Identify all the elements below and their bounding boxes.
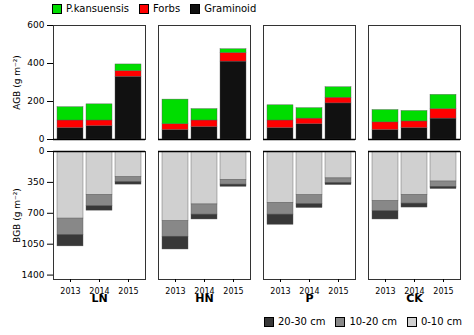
svg-text:2015: 2015 [433,287,453,296]
svg-text:2015: 2015 [328,287,348,296]
svg-text:2013: 2013 [375,287,395,296]
svg-text:LN: LN [91,292,107,305]
svg-text:2015: 2015 [223,287,243,296]
svg-text:400: 400 [27,58,44,68]
svg-text:AGB (g m⁻²): AGB (g m⁻²) [12,55,22,110]
html-text:0-10 cm: 0-10 cm [420,316,462,327]
svg-text:350: 350 [27,177,44,187]
svg-text:0: 0 [39,146,45,156]
svg-text:2013: 2013 [60,287,80,296]
svg-text:HN: HN [195,292,213,305]
svg-text:200: 200 [27,96,44,106]
html-text:10-20 cm: 10-20 cm [349,316,397,327]
svg-text:P: P [305,292,313,305]
html-text:Graminoid: Graminoid [204,3,257,14]
svg-text:2013: 2013 [165,287,185,296]
html-text:Forbs: Forbs [153,3,181,14]
svg-text:BGB (g m⁻²): BGB (g m⁻²) [12,188,22,243]
svg-text:1050: 1050 [22,239,45,249]
svg-text:2015: 2015 [118,287,138,296]
svg-text:600: 600 [27,20,44,30]
svg-text:2014: 2014 [299,287,320,297]
html-text:P.kansuensis: P.kansuensis [66,3,129,14]
svg-text:2013: 2013 [270,287,290,296]
svg-text:700: 700 [27,208,44,218]
svg-text:0: 0 [39,134,45,144]
svg-text:CK: CK [406,292,423,305]
svg-text:1400: 1400 [22,270,45,280]
html-text:20-30 cm: 20-30 cm [277,316,326,327]
